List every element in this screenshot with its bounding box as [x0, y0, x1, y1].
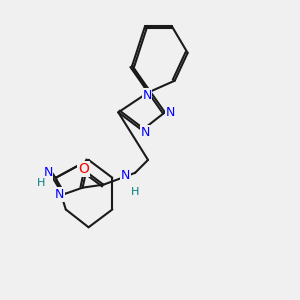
- Text: H: H: [37, 178, 45, 188]
- Text: N: N: [43, 166, 52, 179]
- Text: N: N: [142, 89, 152, 102]
- Text: N: N: [140, 126, 150, 139]
- Text: N: N: [166, 106, 176, 119]
- Text: H: H: [131, 187, 139, 196]
- Text: O: O: [78, 162, 89, 176]
- Text: N: N: [121, 169, 130, 182]
- Text: N: N: [55, 188, 64, 201]
